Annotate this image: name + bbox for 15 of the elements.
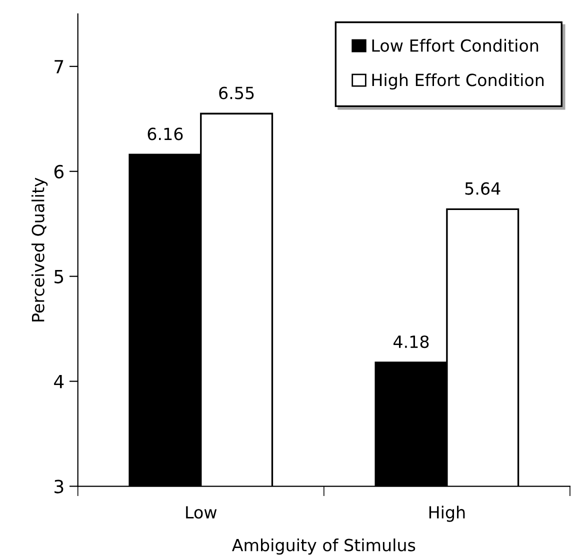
y-tick-label: 6 bbox=[54, 164, 64, 178]
x-tick-label: Low bbox=[186, 506, 217, 519]
y-tick-label: 4 bbox=[54, 374, 64, 388]
x-tick-label: High bbox=[429, 506, 465, 522]
y-tick-label: 7 bbox=[54, 60, 64, 74]
data-label: 5.64 bbox=[465, 182, 500, 195]
data-label: 6.16 bbox=[148, 128, 183, 140]
data-label: 4.18 bbox=[394, 335, 429, 348]
legend-label: Low Effort Condition bbox=[372, 38, 538, 52]
legend-label: High Effort Condition bbox=[372, 73, 544, 90]
y-tick-label: 3 bbox=[54, 480, 64, 494]
y-axis-title: Perceived Quality bbox=[31, 178, 48, 322]
data-label: 6.55 bbox=[219, 86, 254, 100]
x-axis-title: Ambiguity of Stimulus bbox=[232, 538, 416, 555]
y-tick-label: 5 bbox=[54, 270, 64, 284]
